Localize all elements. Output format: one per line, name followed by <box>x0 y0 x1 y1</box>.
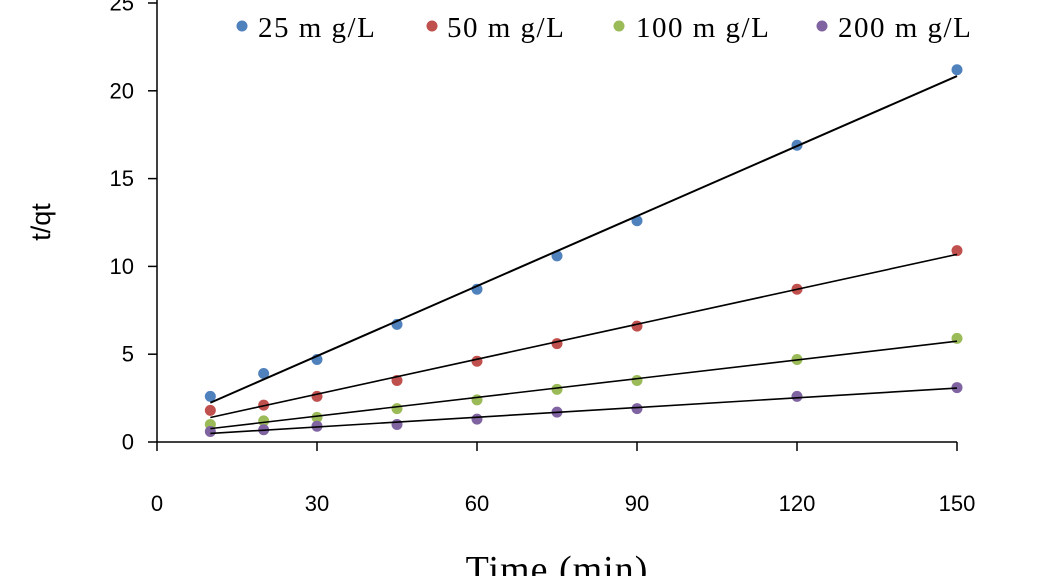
series-2-point <box>551 338 563 350</box>
y-tick-label: 5 <box>122 342 134 367</box>
x-tick-label: 0 <box>151 491 163 516</box>
legend-label-series-3: 100 m g/L <box>636 12 770 44</box>
series-4-point <box>951 382 963 394</box>
legend-marker-series-4 <box>816 20 828 32</box>
series-4-point <box>471 413 483 425</box>
series-1-point <box>951 64 963 76</box>
series-3-point <box>311 411 323 423</box>
series-4-point <box>391 418 403 430</box>
y-tick-label: 20 <box>110 78 134 103</box>
legend-marker-series-2 <box>426 20 438 32</box>
x-tick-label: 60 <box>465 491 489 516</box>
series-2-point <box>204 404 216 416</box>
series-2-point <box>311 390 323 402</box>
series-2-point <box>471 355 483 367</box>
y-tick-label: 25 <box>110 0 134 16</box>
x-tick-label: 120 <box>779 491 816 516</box>
series-1-point <box>204 390 216 402</box>
series-2-point <box>951 245 963 257</box>
x-tick-label: 90 <box>625 491 649 516</box>
series-4-point <box>791 390 803 402</box>
trendlines <box>209 75 958 435</box>
series-3-point <box>631 375 643 387</box>
series-1-point <box>258 368 270 380</box>
series-3-point <box>391 403 403 415</box>
series-2-point <box>631 320 643 332</box>
series-3-trendline <box>210 340 958 430</box>
y-axis-label: t/qt <box>26 203 56 241</box>
series-3-point <box>258 415 270 427</box>
data-points <box>204 64 963 437</box>
x-axis-label: Time (min) <box>466 549 649 576</box>
legend-marker-series-1 <box>236 20 248 32</box>
series-3-point <box>471 394 483 406</box>
legend-label-series-2: 50 m g/L <box>447 12 565 44</box>
x-tick-label: 30 <box>305 491 329 516</box>
legend-label-series-4: 200 m g/L <box>838 12 972 44</box>
series-2-trendline <box>210 253 958 419</box>
series-4-point <box>631 403 643 415</box>
series-1-trendline <box>209 75 958 404</box>
legend-label-series-1: 25 m g/L <box>258 12 376 44</box>
series-4-trendline <box>210 387 958 435</box>
y-tick-label: 10 <box>110 254 134 279</box>
legend-marker-series-3 <box>613 20 625 32</box>
legend: 25 m g/L 50 m g/L 100 m g/L 200 m g/L <box>236 12 972 44</box>
axes: 0 5 10 15 20 25 0 30 60 90 120 150 <box>110 0 976 516</box>
y-tick-label: 15 <box>110 166 134 191</box>
series-3-point <box>551 383 563 395</box>
x-tick-label: 150 <box>939 491 976 516</box>
y-tick-label: 0 <box>122 430 134 455</box>
